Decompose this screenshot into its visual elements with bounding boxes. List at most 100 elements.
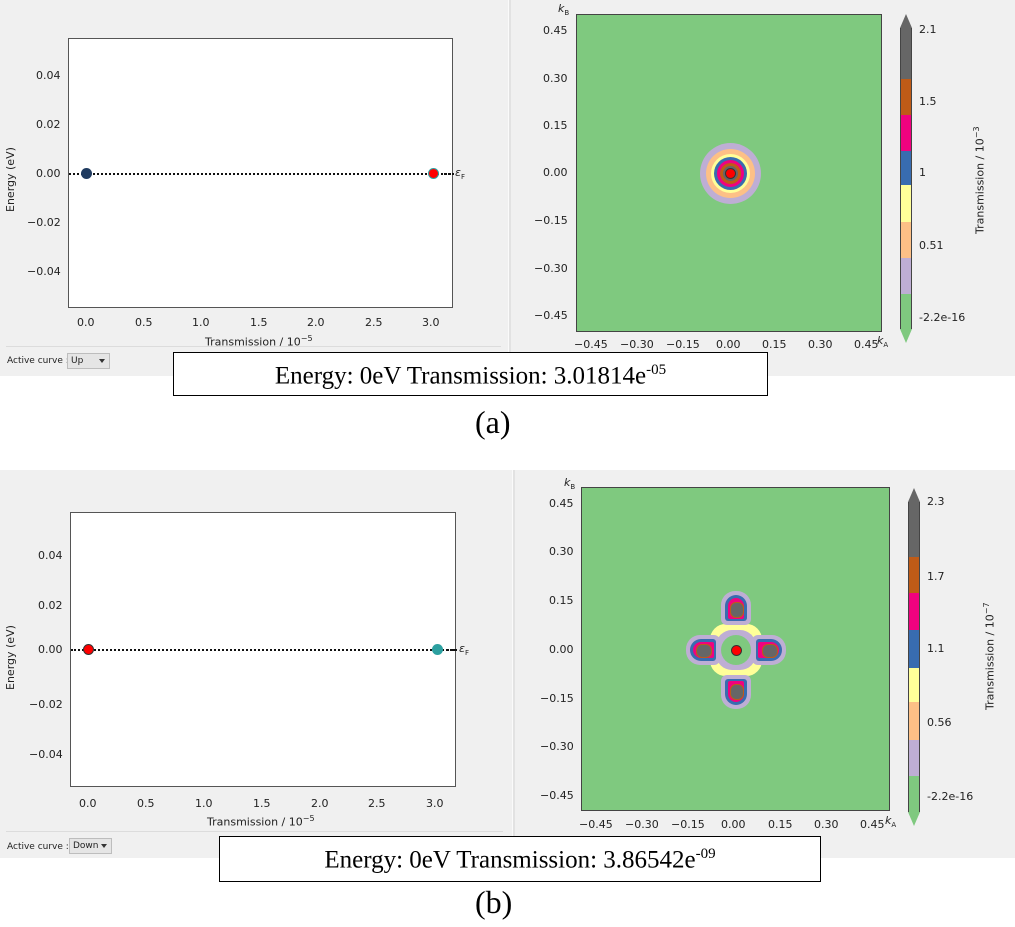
- x-axis-label: Transmission / 10−5: [207, 814, 315, 829]
- active-curve-label: Active curve :: [7, 356, 69, 366]
- inactive-curve-point[interactable]: [432, 644, 443, 655]
- x-tick: 2.5: [365, 316, 383, 329]
- contour-lobe-left-core: [696, 644, 712, 658]
- active-curve-dropdown[interactable]: Down: [69, 838, 112, 854]
- kb-tick: −0.15: [540, 692, 574, 705]
- y-tick: −0.02: [29, 698, 63, 711]
- y-tick: 0.04: [36, 69, 61, 82]
- active-curve-label: Active curve :: [7, 842, 69, 852]
- ka-tick: 0.45: [854, 338, 879, 351]
- kb-tick: 0.00: [549, 643, 574, 656]
- x-tick: 0.5: [135, 316, 153, 329]
- panel-b: Energy (eV) 0.04 0.02 0.00 −0.02 −0.04 0…: [0, 470, 1015, 858]
- transmission-readout-b: Energy: 0eV Transmission: 3.86542e-09: [219, 836, 821, 882]
- selected-kpoint-marker[interactable]: [725, 168, 736, 179]
- panel-splitter[interactable]: [512, 470, 515, 858]
- colorbar-extend-min: [900, 329, 912, 343]
- contour-lobe-right-core: [762, 644, 778, 658]
- kpoint-transmission-map-b[interactable]: [581, 487, 890, 811]
- kb-tick: −0.30: [534, 262, 568, 275]
- fermi-level-line-ext: [447, 649, 457, 651]
- kb-axis-label: kB: [558, 2, 570, 18]
- ka-axis-label: kA: [877, 334, 889, 350]
- colorbar-tick: 2.1: [919, 23, 937, 36]
- ka-tick: 0.00: [716, 338, 741, 351]
- x-tick: 0.0: [79, 797, 97, 810]
- colorbar-tick: 1.7: [927, 570, 945, 583]
- kb-tick: 0.30: [543, 72, 568, 85]
- kb-tick: −0.30: [540, 740, 574, 753]
- controls-separator: [6, 831, 503, 832]
- x-tick: 2.0: [307, 316, 325, 329]
- y-tick: −0.04: [29, 748, 63, 761]
- contour-lobe-top-core: [730, 602, 744, 618]
- kb-tick: 0.45: [549, 497, 574, 510]
- x-tick: 1.0: [192, 316, 210, 329]
- colorbar-tick: -2.2e-16: [919, 311, 966, 324]
- fermi-level-label: εF: [455, 166, 465, 182]
- active-curve-dropdown[interactable]: Up: [67, 353, 110, 369]
- y-tick: 0.00: [38, 643, 63, 656]
- colorbar-extend-min: [908, 812, 920, 826]
- ka-tick: −0.15: [666, 338, 700, 351]
- ka-tick: −0.30: [625, 818, 659, 831]
- kb-tick: 0.30: [549, 545, 574, 558]
- active-curve-point[interactable]: [428, 168, 439, 179]
- colorbar-b: [908, 488, 920, 826]
- x-tick: 2.5: [368, 797, 386, 810]
- ka-tick: 0.15: [768, 818, 793, 831]
- selected-kpoint-marker[interactable]: [731, 645, 742, 656]
- ka-tick: 0.15: [762, 338, 787, 351]
- colorbar-tick: 2.3: [927, 495, 945, 508]
- ka-axis-label: kA: [885, 814, 897, 830]
- colorbar-label: Transmission / 10−7: [982, 602, 997, 710]
- x-tick: 1.0: [195, 797, 213, 810]
- x-tick: 3.0: [426, 797, 444, 810]
- inactive-curve-point[interactable]: [81, 168, 92, 179]
- panel-a: Energy (eV) 0.04 0.02 0.00 −0.02 −0.04 0…: [0, 0, 1015, 376]
- colorbar-tick: 1.1: [927, 642, 945, 655]
- ka-tick: 0.00: [721, 818, 746, 831]
- kb-tick: 0.15: [543, 119, 568, 132]
- ka-tick: 0.45: [860, 818, 885, 831]
- transmission-readout-a: Energy: 0eV Transmission: 3.01814e-05: [173, 352, 768, 396]
- fermi-level-line: [71, 649, 455, 651]
- colorbar-label: Transmission / 10−3: [972, 126, 987, 234]
- figure-caption-a: (a): [475, 404, 511, 440]
- fermi-level-line-ext: [444, 173, 454, 175]
- ka-tick: 0.30: [808, 338, 833, 351]
- kpoint-transmission-map-a[interactable]: [576, 14, 882, 332]
- x-tick: 1.5: [250, 316, 268, 329]
- y-axis-label: Energy (eV): [4, 625, 17, 690]
- colorbar-tick: 1.5: [919, 95, 937, 108]
- x-tick: 2.0: [311, 797, 329, 810]
- colorbar-tick: 0.51: [919, 239, 944, 252]
- kb-tick: 0.15: [549, 594, 574, 607]
- colorbar-tick: -2.2e-16: [927, 790, 974, 803]
- y-tick: 0.00: [36, 167, 61, 180]
- y-axis-label: Energy (eV): [4, 147, 17, 212]
- kb-tick: 0.45: [543, 24, 568, 37]
- x-tick: 3.0: [422, 316, 440, 329]
- ka-tick: 0.30: [814, 818, 839, 831]
- ka-tick: −0.30: [620, 338, 654, 351]
- chevron-down-icon: [99, 359, 105, 363]
- colorbar-tick: 1: [919, 166, 926, 179]
- active-curve-point[interactable]: [83, 644, 94, 655]
- figure-caption-b: (b): [475, 884, 513, 920]
- ka-tick: −0.45: [574, 338, 608, 351]
- y-tick: −0.04: [27, 265, 61, 278]
- colorbar-tick: 0.56: [927, 716, 952, 729]
- kb-tick: −0.15: [534, 214, 568, 227]
- x-tick: 1.5: [253, 797, 271, 810]
- kb-tick: −0.45: [534, 309, 568, 322]
- panel-splitter[interactable]: [508, 0, 511, 376]
- kb-axis-label: kB: [564, 476, 576, 492]
- active-curve-value: Down: [73, 841, 99, 851]
- y-tick: 0.04: [38, 549, 63, 562]
- colorbar-extend-max: [900, 14, 912, 28]
- contour-lobe-bottom-core: [730, 684, 744, 700]
- x-tick: 0.5: [137, 797, 155, 810]
- colorbar-a: [900, 14, 912, 343]
- colorbar-extend-max: [908, 488, 920, 502]
